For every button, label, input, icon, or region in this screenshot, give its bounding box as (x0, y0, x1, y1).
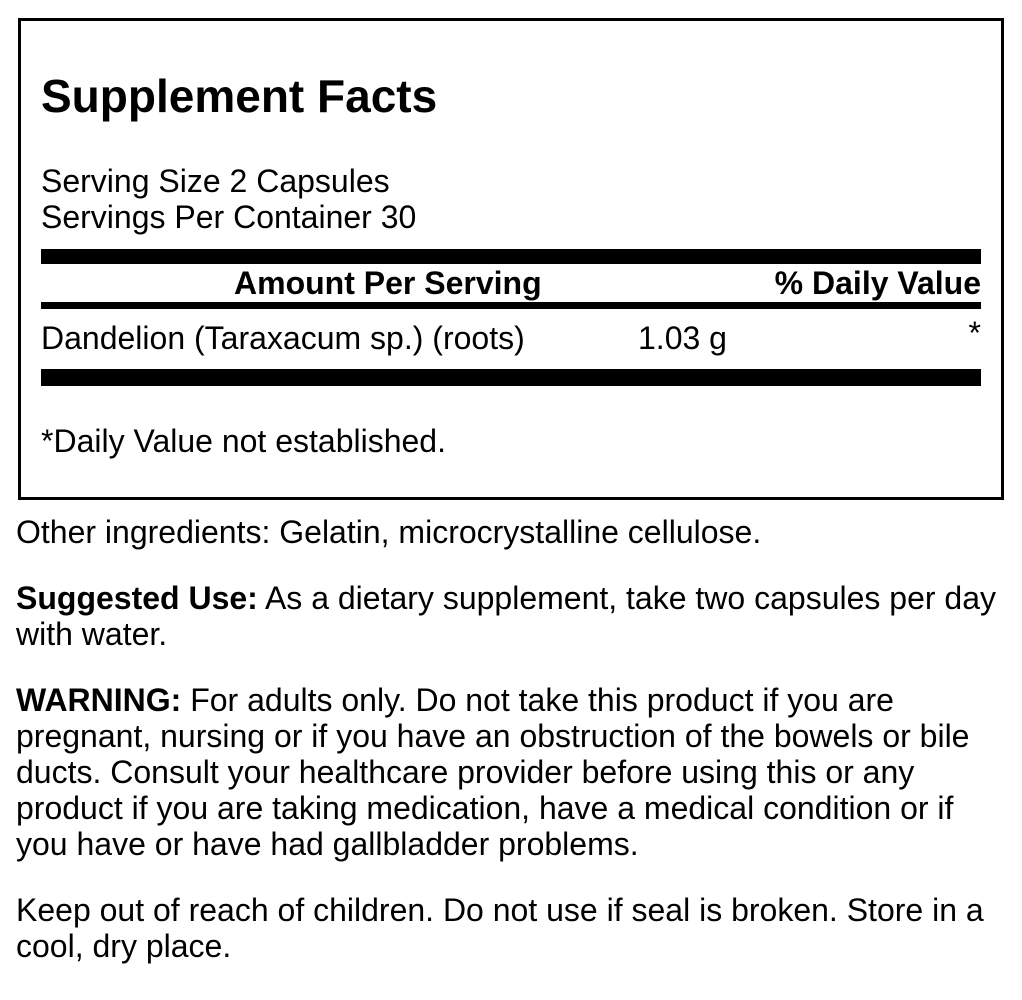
ingredient-amount: 1.03 g (638, 320, 727, 356)
suggested-use-paragraph: Suggested Use: As a dietary supplement, … (16, 580, 1008, 652)
supplement-facts-panel: Supplement Facts Serving Size 2 Capsules… (18, 18, 1004, 500)
table-header-row: Amount Per Serving % Daily Value (41, 264, 981, 302)
suggested-use-text: As a dietary supplement, take two capsul… (16, 580, 997, 652)
header-rule (41, 302, 981, 309)
ingredient-name: Dandelion (Taraxacum sp.) (roots) (41, 320, 525, 356)
storage-text: Keep out of reach of children. Do not us… (16, 892, 984, 964)
other-ingredients-text: Other ingredients: Gelatin, microcrystal… (16, 514, 762, 550)
daily-value-footnote: *Daily Value not established. (41, 423, 446, 459)
warning-paragraph: WARNING: For adults only. Do not take th… (16, 682, 1008, 862)
panel-title: Supplement Facts (41, 70, 438, 122)
ingredient-daily-value: * (968, 315, 981, 351)
table-row: Dandelion (Taraxacum sp.) (roots) 1.03 g… (41, 309, 981, 369)
warning-text: For adults only. Do not take this produc… (16, 682, 970, 862)
label-details: Other ingredients: Gelatin, microcrystal… (16, 514, 1008, 994)
column-header-amount-per-serving: Amount Per Serving (234, 265, 542, 301)
servings-per-container: Servings Per Container 30 (41, 199, 417, 235)
column-header-daily-value: % Daily Value (774, 265, 981, 301)
serving-size: Serving Size 2 Capsules (41, 163, 390, 199)
serving-info: Serving Size 2 Capsules Servings Per Con… (41, 163, 981, 235)
warning-label: WARNING: (16, 682, 182, 718)
thick-separator-top (41, 249, 981, 264)
suggested-use-label: Suggested Use: (16, 580, 258, 616)
thick-separator-bottom (41, 369, 981, 386)
